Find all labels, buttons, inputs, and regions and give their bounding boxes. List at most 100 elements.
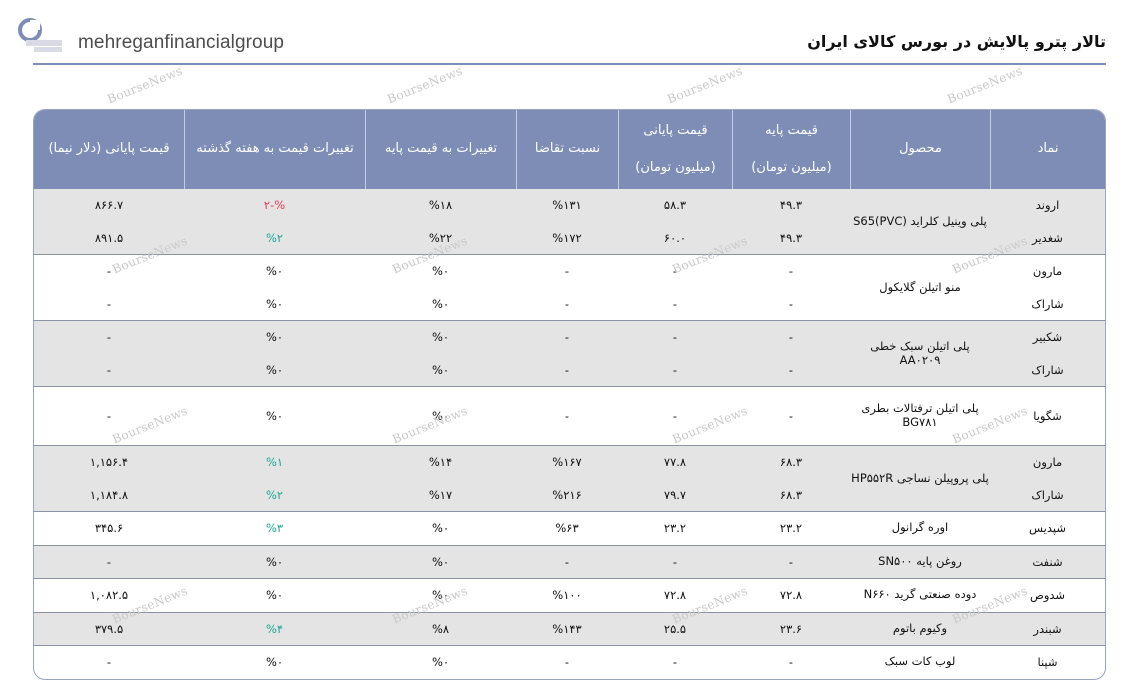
cell-change-vs-week: %۰ [265,330,284,345]
watermark-text: BourseNews [385,63,465,107]
cell-symbol: شاراک [1031,296,1064,311]
page-title: تالار پترو پالایش در بورس کالای ایران [807,32,1106,51]
cell-change-vs-base: %۰ [431,409,450,423]
product-group: پلی اتیلن ترفتالات بطری BG۷۸۱ شگویا - - - %۰%… [34,387,1105,446]
cell-close-usd: ۱,۱۵۶.۴ [89,455,129,470]
product-group: وکیوم باتوم شبندر ۲۳.۶ ۲۵.۵ %۱۴۳ %۸ %۴ ۳۷۹.۵ [34,612,1105,646]
cell-close-price: - [672,554,678,569]
cell-change-vs-base: %۱۷ [428,487,453,502]
cell-change-vs-week: %۲ [265,230,284,245]
cell-base-price: - [788,296,794,311]
cell-product: پلی اتیلن ترفتالات بطری BG۷۸۱ [861,401,979,429]
cell-symbol: شپنا [1037,655,1058,670]
cell-close-price: - [672,296,678,311]
cell-change-vs-base: %۰ [431,264,450,279]
cell-demand-ratio: - [564,296,570,311]
cell-product: لوب کات سبک [884,654,956,669]
table-row: اروند ۴۹.۳ ۵۸.۳ %۱۳۱ %۱۸ %-۲ ۸۶۶.۷ [34,189,1105,222]
cell-close-usd: - [106,330,112,345]
header-base-price-unit: (میلیون تومان) [751,159,832,175]
cell-close-price: ۷۹.۷ [663,487,687,502]
cell-product-spacer [850,288,990,321]
cell-change-vs-base: %۲۲ [428,230,453,245]
cell-close-usd: ۳۷۹.۵ [94,621,124,636]
cell-product-spacer [850,354,990,387]
cell-close-price: - [672,409,678,423]
table-row: مارون ۶۸.۳ ۷۷.۸ %۱۶۷ %۱۴ %۱ ۱,۱۵۶.۴ [34,446,1105,479]
cell-change-vs-week: %۰ [265,655,284,670]
cell-change-vs-week: %۰ [265,554,284,569]
cell-change-vs-base: %۸ [431,621,450,636]
product-group: پلی پروپیلن نساجی HP۵۵۲R مارون ۶۸.۳ ۷۷.۸ %۱۶… [34,446,1105,512]
cell-base-price: - [788,330,794,345]
cell-symbol: اروند [1035,198,1060,213]
cell-close-usd: - [106,409,112,423]
cell-close-price: - [672,330,678,345]
cell-symbol: شکبیر [1032,330,1063,345]
table-body: پلی وینیل کلراید (S65(PVC اروند ۴۹.۳ ۵۸.۳ %۱… [34,189,1105,679]
table-row: شپنا - - - %۰ %۰ - [34,646,1105,679]
cell-close-price: - [672,362,678,377]
cell-demand-ratio: %۲۱۶ [552,487,582,502]
cell-close-usd: ۸۹۱.۵ [94,230,124,245]
product-group: دوده صنعتی گرید N۶۶۰ شدوص ۷۲.۸ ۷۲.۸ %۱۰۰ %۰ %۰… [34,579,1105,613]
cell-base-price: ۶۸.۳ [779,487,803,502]
cell-base-price: - [788,655,794,670]
brand-logo: mehreganfinancialgroup [16,14,284,58]
product-group: روغن پایه SN۵۰۰ شنفت - - - %۰ %۰ - [34,545,1105,579]
cell-product-spacer [850,479,990,512]
cell-demand-ratio: - [564,655,570,670]
cell-close-usd: ۸۶۶.۷ [94,198,124,213]
cell-product-spacer [850,189,990,222]
cell-close-usd: ۳۴۵.۶ [94,521,124,536]
cell-change-vs-base: %۰ [431,330,450,345]
cell-symbol: شگویا [1033,409,1062,423]
table-row: شگویا - - - %۰ %۰ - [34,387,1105,445]
cell-close-usd: ۱,۰۸۲.۵ [89,588,129,603]
cell-base-price: ۴۹.۳ [779,230,803,245]
cell-base-price: ۲۳.۲ [779,521,803,536]
cell-demand-ratio: %۶۳ [555,521,579,536]
brand-logo-icon [18,18,62,52]
cell-base-price: ۷۲.۸ [779,588,803,603]
cell-base-price: ۲۳.۶ [779,621,803,636]
cell-product-spacer [850,613,990,646]
table-row: شدوص ۷۲.۸ ۷۲.۸ %۱۰۰ %۰ %۰ ۱,۰۸۲.۵ [34,579,1105,612]
cell-symbol: شبندر [1033,621,1062,636]
cell-demand-ratio: %۱۰۰ [552,588,582,603]
cell-close-price: ۶۰.۰ [663,230,687,245]
header-close-price-unit: (میلیون تومان) [635,159,716,175]
watermark-text: BourseNews [105,63,185,107]
cell-symbol: شاراک [1031,362,1064,377]
header-divider [33,63,1106,65]
cell-base-price: - [788,409,794,423]
cell-change-vs-week: %۲ [265,487,284,502]
cell-product: پلی اتیلن سبک خطی AA۰۲۰۹ [870,338,970,367]
table-header: نماد محصول قیمت پایه (میلیون تومان) قیمت… [34,110,1105,189]
cell-close-usd: - [106,655,112,670]
product-group: لوب کات سبک شپنا - - - %۰ %۰ - [34,646,1105,679]
cell-close-price: ۵۸.۳ [663,198,687,213]
cell-change-vs-base: %۰ [431,296,450,311]
cell-change-vs-week: %۳ [265,521,284,536]
cell-change-vs-week: %۰ [265,409,284,423]
cell-symbol: شغدیر [1032,230,1063,245]
cell-symbol: مارون [1032,264,1063,279]
table-row: شنفت - - - %۰ %۰ - [34,546,1105,579]
cell-product: پلی وینیل کلراید (S65(PVC [853,213,987,228]
cell-close-usd: - [106,296,112,311]
cell-change-vs-base: %۰ [431,362,450,377]
table-row: شاراک - - - %۰ %۰ - [34,288,1105,321]
cell-close-usd: - [106,362,112,377]
header-close-usd: قیمت پایانی (دلار نیما) [48,141,170,157]
cell-base-price: ۴۹.۳ [779,198,803,213]
cell-change-vs-week: %۰ [265,296,284,311]
cell-close-price: - [672,264,678,279]
cell-symbol: شاراک [1031,487,1064,502]
cell-change-vs-base: %۰ [431,521,450,536]
cell-demand-ratio: - [564,554,570,569]
header-change-vs-week: تغییرات قیمت به هفته گذشته [184,110,365,189]
cell-change-vs-week: %-۲ [263,198,286,213]
cell-base-price: - [788,554,794,569]
cell-symbol: شپدیس [1029,521,1067,536]
